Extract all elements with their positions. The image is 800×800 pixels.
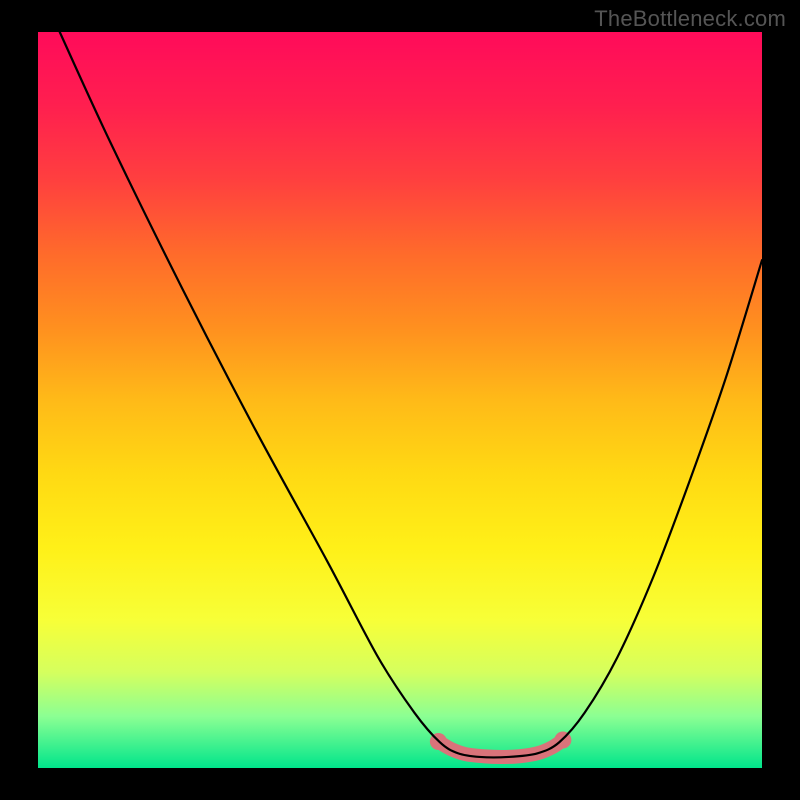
chart-container: TheBottleneck.com	[0, 0, 800, 800]
watermark-text: TheBottleneck.com	[594, 6, 786, 32]
plot-background-gradient	[38, 32, 762, 768]
bottleneck-curve-chart	[0, 0, 800, 800]
